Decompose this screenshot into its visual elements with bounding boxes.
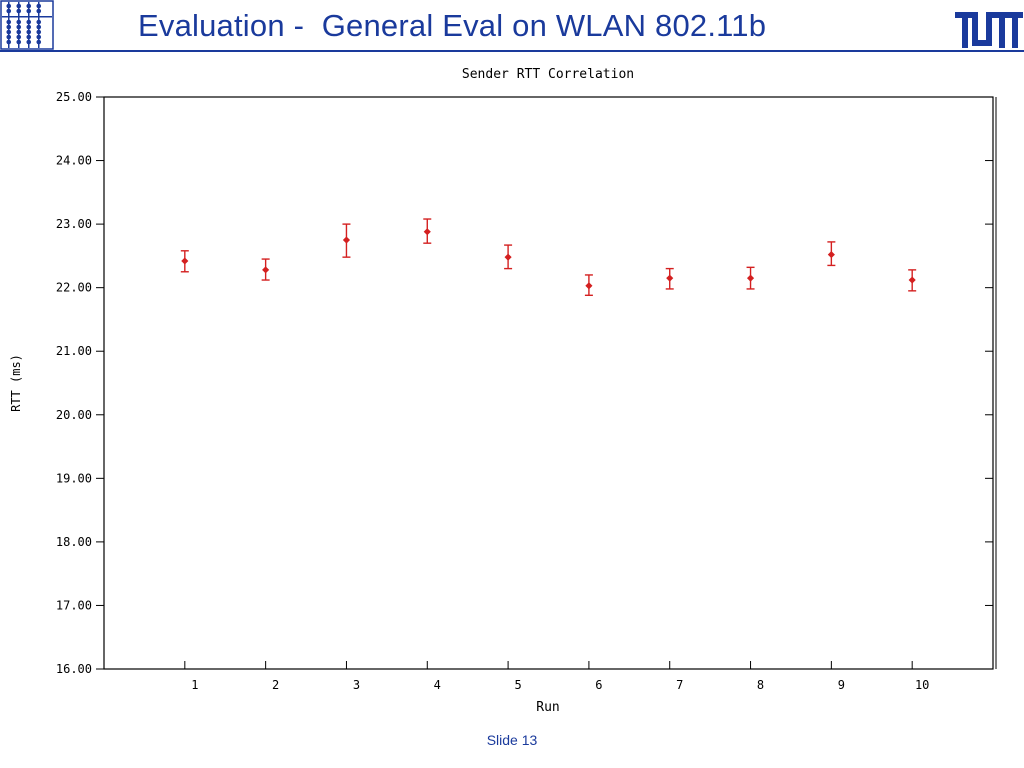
y-tick-label: 21.00 [56, 344, 92, 358]
data-point-run-1 [180, 250, 189, 273]
y-tick-label: 22.00 [56, 281, 92, 295]
x-tick-label: 1 [191, 678, 198, 692]
y-tick-label: 18.00 [56, 535, 92, 549]
data-marker [827, 251, 835, 259]
data-point-run-6 [584, 274, 593, 296]
slide-footer: Slide 13 [486, 732, 538, 748]
data-marker [666, 274, 674, 282]
x-tick-label: 9 [838, 678, 845, 692]
data-point-run-2 [261, 258, 270, 281]
y-tick-label: 16.00 [56, 662, 92, 676]
x-tick-label: 8 [757, 678, 764, 692]
header-divider [0, 50, 1024, 52]
x-tick-label: 5 [514, 678, 521, 692]
y-tick-label: 17.00 [56, 598, 92, 612]
x-tick-label: 10 [915, 678, 929, 692]
data-point-run-8 [746, 266, 755, 290]
tum-logo-icon [955, 12, 1023, 48]
data-point-run-3 [342, 223, 351, 258]
data-marker [181, 257, 189, 265]
x-tick-label: 2 [272, 678, 279, 692]
plot-area [103, 96, 994, 670]
x-tick-label: 6 [595, 678, 602, 692]
chart-title: Sender RTT Correlation [462, 67, 634, 82]
x-tick-label: 3 [353, 678, 360, 692]
data-point-run-5 [504, 244, 513, 270]
x-tick-label: 7 [676, 678, 683, 692]
data-marker [746, 274, 755, 282]
y-tick-label: 20.00 [56, 408, 92, 422]
y-tick-label: 19.00 [56, 471, 92, 485]
y-tick-label: 25.00 [56, 90, 92, 104]
x-tick-label: 4 [434, 678, 441, 692]
rtt-chart: Sender RTT Correlation 16.0017.0018.0019… [9, 67, 997, 715]
slide-header: Evaluation - General Eval on WLAN 802.11… [0, 0, 1024, 56]
data-marker [908, 276, 916, 284]
slide-title: Evaluation - General Eval on WLAN 802.11… [138, 8, 767, 43]
data-point-run-4 [423, 218, 432, 244]
data-point-run-10 [908, 269, 917, 292]
data-marker [585, 282, 593, 290]
data-marker [504, 253, 512, 261]
data-point-run-7 [665, 267, 674, 290]
data-marker [342, 236, 351, 244]
data-marker [423, 228, 431, 236]
abacus-logo-icon [0, 0, 54, 50]
y-tick-label: 24.00 [56, 154, 92, 168]
data-point-run-9 [827, 241, 836, 267]
y-tick-label: 23.00 [56, 217, 92, 231]
x-axis-label: Run [536, 700, 559, 715]
y-axis-label: RTT (ms) [9, 354, 23, 412]
data-marker [262, 266, 270, 274]
